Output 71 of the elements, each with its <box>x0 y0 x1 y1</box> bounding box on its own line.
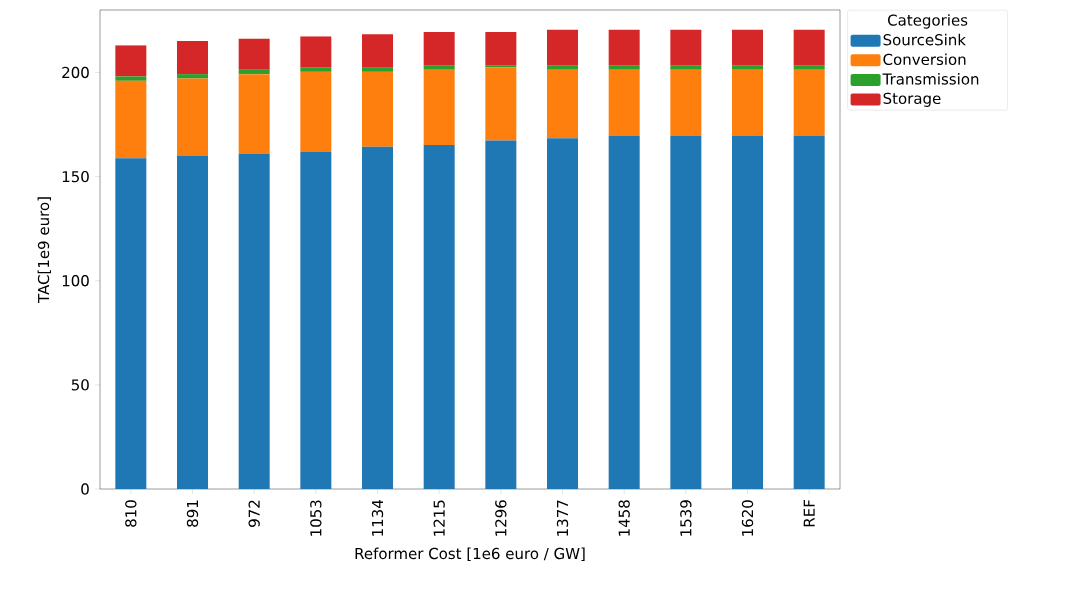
bar <box>177 41 208 75</box>
bar <box>115 158 147 489</box>
bar <box>423 65 455 70</box>
bar <box>177 78 208 156</box>
legend-label: SourceSink <box>883 33 966 46</box>
bar <box>362 34 393 68</box>
bar <box>485 140 517 489</box>
legend-label: Transmission <box>882 73 979 85</box>
y-tick-label: 200 <box>62 66 89 79</box>
legend-label: Conversion <box>883 53 966 66</box>
x-tick-label: 810 <box>125 500 137 527</box>
bar <box>362 71 393 147</box>
x-tick-label: 1296 <box>495 500 507 536</box>
y-axis-title: TAC[1e9 euro] <box>37 197 51 304</box>
bar <box>608 69 640 136</box>
bar <box>177 155 208 489</box>
x-tick-label: REF <box>803 500 815 527</box>
bar <box>732 65 764 70</box>
bar <box>547 69 579 139</box>
bar <box>300 36 332 68</box>
bar <box>793 136 825 489</box>
bar <box>608 29 640 66</box>
bar <box>423 69 455 145</box>
y-tick-label: 50 <box>71 379 89 391</box>
bar <box>115 80 147 159</box>
x-tick-label: 1539 <box>680 500 692 536</box>
bar <box>300 151 332 489</box>
x-tick-label: 1377 <box>556 500 569 536</box>
bar <box>670 136 702 489</box>
bar <box>547 138 579 489</box>
bar <box>793 29 825 66</box>
bar <box>423 32 455 66</box>
bar <box>547 29 579 66</box>
bar <box>362 67 393 72</box>
bar <box>670 65 702 70</box>
bar <box>793 65 825 70</box>
y-tick-label: 100 <box>62 275 89 287</box>
bar <box>732 69 764 136</box>
bar <box>608 65 640 70</box>
bar <box>485 67 517 141</box>
x-tick-label: 1620 <box>741 500 754 536</box>
bar <box>238 74 270 154</box>
x-tick-label: 1053 <box>310 500 322 536</box>
x-tick-label: 1134 <box>371 500 384 536</box>
bar <box>793 69 825 136</box>
bar <box>177 74 208 79</box>
bar <box>732 29 764 66</box>
x-axis-title: Reformer Cost [1e6 euro / GW] <box>355 547 585 561</box>
x-tick-label: 891 <box>186 500 199 527</box>
bar <box>115 45 147 77</box>
bar <box>300 67 332 72</box>
bar <box>547 65 579 70</box>
bar <box>423 144 455 489</box>
y-tick-label: 0 <box>81 483 89 495</box>
x-tick-label: 1215 <box>433 500 445 536</box>
bar <box>238 153 270 489</box>
bar <box>238 38 270 70</box>
bar <box>238 69 270 75</box>
bar <box>732 136 764 489</box>
bar <box>670 69 702 136</box>
legend-label: Storage <box>883 92 941 107</box>
legend-title: Categories <box>888 14 968 29</box>
bar <box>115 76 147 81</box>
bar <box>362 146 393 489</box>
y-tick-label: 150 <box>62 170 89 183</box>
x-tick-label: 972 <box>248 500 260 527</box>
bar <box>608 136 640 489</box>
bar <box>300 71 332 152</box>
bar <box>670 29 702 66</box>
x-tick-label: 1458 <box>618 500 630 536</box>
bar <box>485 32 517 66</box>
